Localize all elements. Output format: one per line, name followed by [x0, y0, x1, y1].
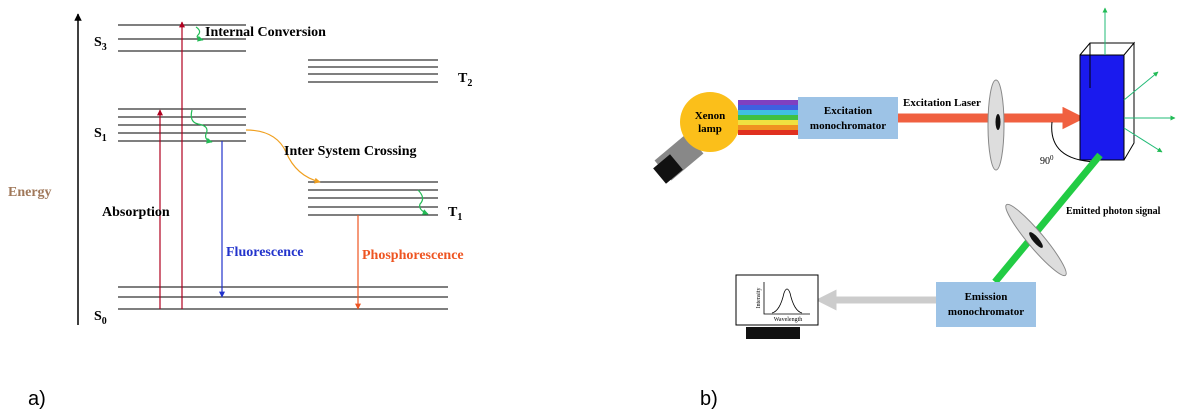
lens-aperture	[996, 114, 1001, 130]
state-label: S0	[94, 309, 107, 327]
process-label: Absorption	[102, 205, 170, 220]
state-letter: S	[94, 35, 102, 50]
state-index: 0	[102, 316, 107, 327]
rainbow-beam	[738, 100, 798, 135]
caption: b)	[700, 388, 718, 410]
jablonski-diagram: Energy S3 S1 S0 T2 T1 Internal Conversio…	[8, 14, 472, 327]
page: Energy S3 S1 S0 T2 T1 Internal Conversio…	[0, 0, 1180, 414]
beam-stripe	[738, 110, 798, 115]
box-label: Emission	[965, 291, 1008, 303]
box-label: Excitation	[824, 105, 872, 117]
process-label: Fluorescence	[226, 245, 304, 260]
state-index: 1	[457, 212, 462, 223]
beam-stripe	[738, 115, 798, 120]
state-label: S3	[94, 35, 107, 53]
emission-monochromator	[936, 282, 1036, 327]
angle-label: 900	[1040, 154, 1054, 167]
internal-conversion-arrow	[191, 110, 212, 142]
cuvette	[1080, 43, 1134, 160]
process-label: Phosphorescence	[362, 248, 464, 263]
fluorometer-setup: Xenon lamp Excitation monochromator Exci…	[653, 8, 1175, 339]
beam-stripe	[738, 130, 798, 135]
state-index: 1	[102, 133, 107, 144]
lamp-label: Xenon	[695, 110, 726, 122]
box-label: monochromator	[810, 120, 886, 132]
state-label: S1	[94, 126, 107, 144]
state-index: 3	[102, 42, 107, 53]
xenon-lamp	[680, 92, 740, 152]
monitor-stand	[746, 327, 800, 339]
plot-x-label: Wavelength	[774, 317, 803, 323]
caption: a)	[28, 388, 46, 410]
internal-conversion-arrow	[418, 190, 428, 214]
state-letter: S	[94, 309, 102, 324]
scatter-ray	[1124, 128, 1162, 152]
state-letter: S	[94, 126, 102, 141]
beam-stripe	[738, 120, 798, 125]
beam-stripe	[738, 100, 798, 105]
lamp-label: lamp	[698, 123, 722, 135]
scatter-ray	[1124, 72, 1158, 100]
energy-label: Energy	[8, 185, 52, 200]
state-label: T2	[458, 71, 472, 89]
angle-degree: 0	[1050, 154, 1054, 162]
angle-value: 90	[1040, 156, 1050, 167]
signal-label: Emitted photon signal	[1066, 206, 1161, 217]
cuvette-body	[1080, 55, 1124, 160]
monitor: Intensity Wavelength	[736, 275, 818, 339]
excitation-monochromator	[798, 97, 898, 139]
beam-label: Excitation Laser	[903, 97, 981, 109]
plot-y-label: Intensity	[756, 288, 762, 309]
beam-stripe	[738, 105, 798, 110]
process-label: Internal Conversion	[205, 25, 326, 40]
state-index: 2	[467, 78, 472, 89]
internal-conversion-arrow	[196, 27, 203, 40]
energy-levels	[118, 25, 448, 309]
process-label: Inter System Crossing	[284, 144, 417, 159]
box-label: monochromator	[948, 306, 1024, 318]
state-label: T1	[448, 205, 462, 223]
beam-stripe	[738, 125, 798, 130]
